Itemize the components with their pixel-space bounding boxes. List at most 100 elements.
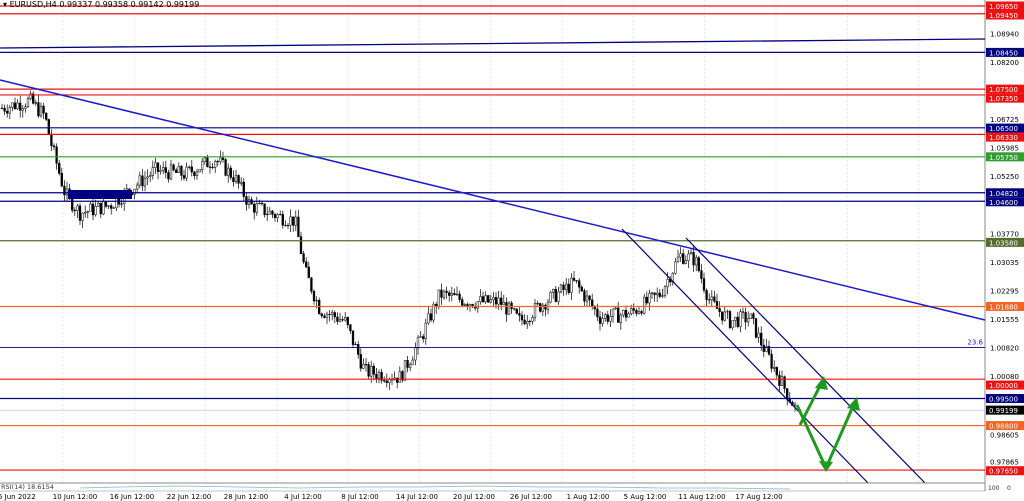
channel-line-upper[interactable] [685, 237, 926, 484]
candle-body [575, 280, 578, 282]
price-level-label: 1.03580 [989, 239, 1018, 247]
candle-body [580, 286, 583, 292]
candle-body [682, 253, 685, 264]
candle-body [767, 346, 771, 355]
candle-body [650, 292, 654, 294]
candle-body [320, 313, 323, 317]
candle-body [754, 318, 758, 338]
candle-body [224, 159, 227, 176]
candle-body [728, 311, 732, 329]
candle-body [749, 313, 752, 320]
candle-body [34, 102, 37, 104]
candle-body [786, 388, 789, 400]
candle-body [86, 211, 89, 213]
price-level-tag [986, 152, 1024, 162]
candle-body [336, 316, 339, 322]
candle-body [307, 266, 310, 279]
candle-body [266, 213, 269, 216]
candle-body [502, 302, 505, 305]
candle-body [185, 166, 188, 179]
candle-body [458, 293, 461, 300]
candle-body [479, 296, 482, 302]
price-tick-label: 1.05250 [990, 173, 1019, 181]
time-axis-label: 5 Aug 12:00 [624, 493, 667, 501]
price-tick-label: 1.05985 [990, 145, 1019, 153]
price-level-tag [986, 84, 1024, 94]
candle-body [362, 364, 365, 369]
candle-body [549, 292, 552, 303]
time-axis-label: 14 Jul 12:00 [396, 493, 438, 501]
candle-body [406, 360, 409, 368]
price-level-label: 0.97650 [989, 468, 1018, 476]
time-axis-label: 20 Jul 12:00 [453, 493, 495, 501]
candle-body [91, 203, 95, 216]
candle-body [689, 252, 693, 255]
time-axis-label: 10 Jun 12:00 [53, 493, 97, 501]
candle-body [11, 102, 14, 108]
candle-body [232, 177, 235, 183]
price-tick-label: 1.06725 [990, 116, 1019, 124]
candle-body [60, 173, 63, 187]
candle-body [554, 288, 557, 302]
candle-body [21, 108, 24, 111]
candle-body [687, 253, 690, 261]
price-tick-label: 0.97865 [990, 459, 1019, 467]
candle-body [598, 316, 602, 324]
candle-body [401, 371, 404, 381]
candle-body [26, 98, 30, 107]
price-level-label: 1.06330 [989, 134, 1018, 142]
candle-body [500, 297, 503, 305]
candle-body [622, 310, 625, 316]
price-level-label: 1.09450 [989, 12, 1018, 20]
candle-body [663, 286, 667, 296]
candle-body [47, 119, 50, 135]
candle-body [715, 301, 719, 309]
candle-body [591, 299, 594, 307]
candle-body [656, 292, 659, 296]
trendline-main[interactable] [0, 79, 986, 321]
candle-body [240, 181, 243, 184]
candle-body [578, 280, 581, 288]
candle-body [221, 157, 225, 160]
candle-body [726, 311, 729, 313]
candle-body [357, 344, 360, 355]
candle-body [544, 304, 547, 310]
candle-body [19, 102, 22, 111]
candle-body [695, 257, 698, 266]
candle-body [234, 175, 238, 183]
candle-body [104, 201, 108, 207]
candle-body [208, 166, 212, 168]
candle-body [721, 311, 724, 321]
price-tick-label: 1.03035 [990, 259, 1019, 267]
zone-rectangle[interactable] [68, 190, 132, 199]
candle-body [138, 175, 141, 186]
candle-body [216, 161, 219, 163]
candle-body [273, 214, 277, 219]
price-level-label: 0.99500 [989, 396, 1018, 404]
price-level-label: 1.01880 [989, 303, 1018, 311]
candle-body [45, 112, 48, 120]
candle-body [640, 311, 643, 314]
candle-body [546, 301, 550, 310]
candle-body [333, 312, 336, 318]
candle-body [328, 313, 331, 316]
price-level-label: 1.05750 [989, 154, 1018, 162]
trendline-top[interactable] [0, 38, 986, 49]
time-axis-label: 16 Jun 12:00 [110, 493, 154, 501]
candle-body [55, 146, 58, 164]
candle-body [557, 291, 560, 302]
triangle-down-icon[interactable]: ▾ [3, 0, 8, 9]
price-tick-label: 1.08940 [990, 30, 1019, 38]
candle-body [156, 162, 160, 172]
candle-body [359, 354, 362, 369]
candle-body [268, 210, 271, 215]
candle-body [770, 353, 773, 369]
channel-line-lower[interactable] [621, 228, 869, 484]
price-level-label: 1.04600 [989, 199, 1018, 207]
time-axis-label: 4 Jul 12:00 [284, 493, 322, 501]
price-level-tag [986, 188, 1024, 198]
candle-body [416, 336, 420, 349]
candle-body [463, 304, 466, 306]
